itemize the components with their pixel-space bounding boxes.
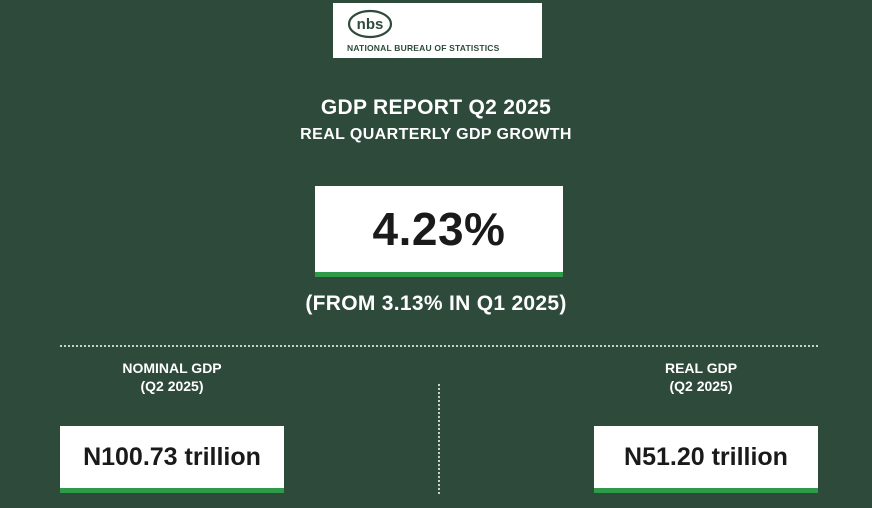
- nominal-gdp-label-line2: (Q2 2025): [140, 378, 204, 394]
- nbs-logo: nbs NATIONAL BUREAU OF STATISTICS: [333, 3, 542, 58]
- growth-rate-card: 4.23%: [315, 186, 563, 277]
- real-gdp-value: N51.20 trillion: [624, 442, 788, 471]
- logo-org-name: NATIONAL BUREAU OF STATISTICS: [347, 43, 500, 53]
- nominal-gdp-value: N100.73 trillion: [83, 442, 261, 471]
- page-title: GDP REPORT Q2 2025: [320, 96, 552, 119]
- real-gdp-card: N51.20 trillion: [594, 426, 818, 493]
- real-gdp-label-line2: (Q2 2025): [669, 378, 733, 394]
- nominal-gdp-label-line1: NOMINAL GDP: [122, 360, 222, 376]
- real-gdp-label: REAL GDP (Q2 2025): [621, 359, 781, 395]
- vertical-divider: [438, 384, 440, 494]
- nominal-gdp-label: NOMINAL GDP (Q2 2025): [92, 359, 252, 395]
- growth-rate-value: 4.23%: [372, 203, 506, 255]
- real-gdp-label-line1: REAL GDP: [664, 360, 738, 376]
- nbs-logo-mark: nbs: [347, 9, 393, 39]
- horizontal-divider: [60, 345, 818, 347]
- page-subtitle: REAL QUARTERLY GDP GROWTH: [300, 126, 572, 143]
- growth-comparison-text: (FROM 3.13% IN Q1 2025): [305, 292, 567, 315]
- logo-mark-text: nbs: [357, 16, 384, 33]
- nominal-gdp-card: N100.73 trillion: [60, 426, 284, 493]
